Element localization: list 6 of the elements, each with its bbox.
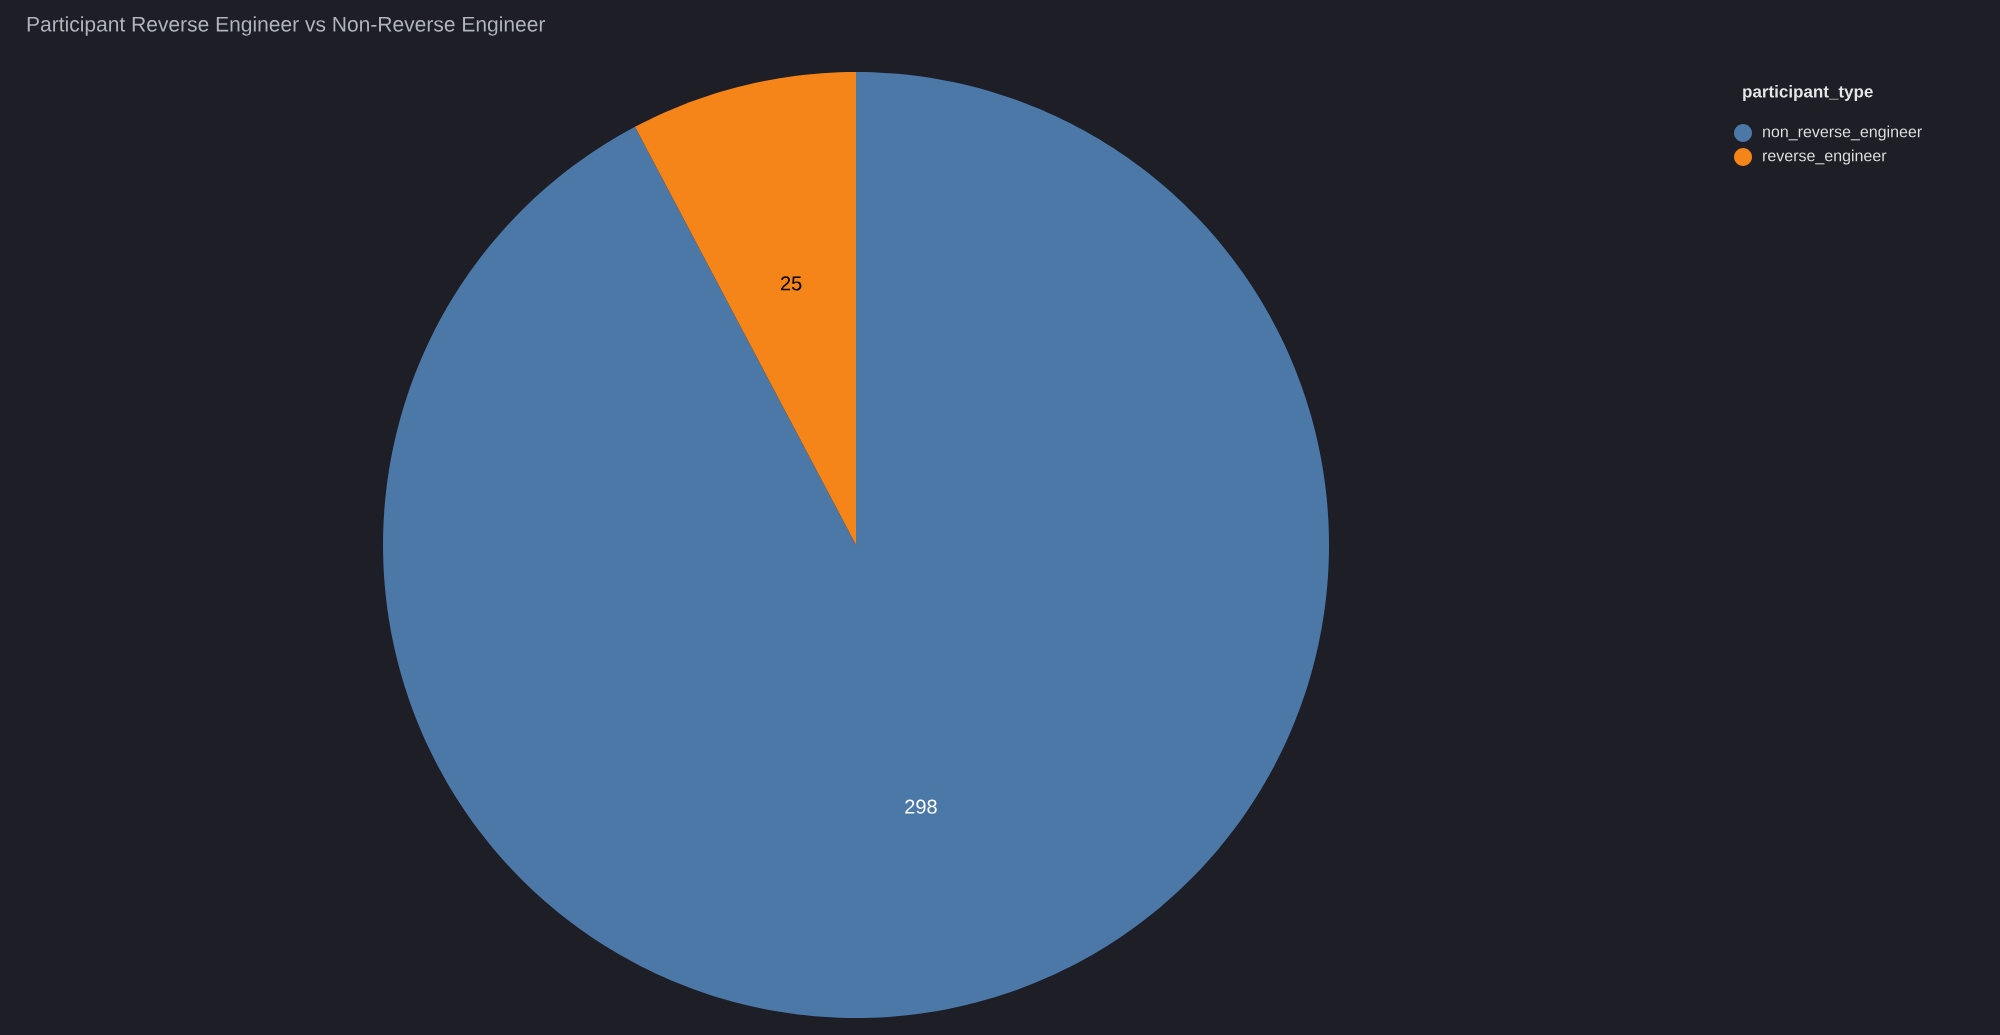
legend-title: participant_type [1743,85,1873,101]
legend-label: reverse_engineer [1763,149,1887,165]
legend-label: non_reverse_engineer [1763,125,1922,141]
chart-title: Participant Reverse Engineer vs Non-Reverse Engineer [27,16,546,36]
data-label: 298 [905,799,937,814]
data-label: 25 [780,276,802,291]
